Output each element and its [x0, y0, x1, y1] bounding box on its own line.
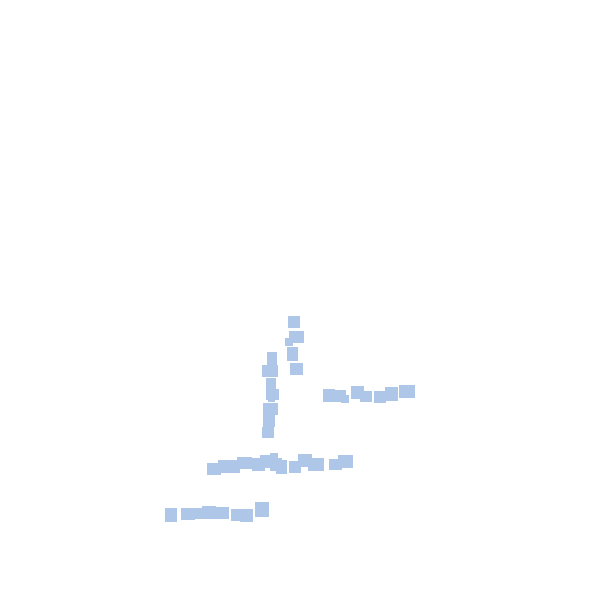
square-marker	[262, 427, 274, 438]
square-marker	[263, 403, 278, 415]
square-marker	[268, 395, 275, 402]
square-marker	[343, 456, 353, 467]
square-marker	[267, 352, 277, 366]
square-marker	[316, 458, 324, 471]
marker-group	[165, 316, 415, 522]
square-marker	[288, 316, 300, 328]
square-marker	[287, 347, 298, 361]
square-marker	[285, 338, 293, 346]
square-marker	[374, 391, 386, 403]
square-marker	[329, 459, 342, 470]
square-marker	[341, 395, 349, 403]
square-marker	[237, 457, 252, 469]
square-marker	[165, 508, 177, 522]
square-marker	[266, 389, 279, 400]
square-marker	[192, 508, 204, 519]
square-marker	[255, 502, 269, 517]
square-marker	[360, 391, 372, 402]
square-marker	[207, 463, 221, 475]
square-marker	[262, 365, 278, 377]
square-marker	[216, 507, 229, 519]
square-marker	[266, 378, 276, 390]
square-marker	[243, 514, 251, 522]
square-marker	[276, 460, 287, 474]
square-marker	[290, 363, 303, 375]
square-marker	[323, 389, 335, 402]
square-marker	[385, 387, 398, 401]
square-marker	[181, 508, 195, 520]
square-marker	[399, 385, 415, 398]
square-marker	[270, 453, 278, 461]
square-marker	[202, 506, 216, 519]
square-marker	[263, 414, 275, 427]
